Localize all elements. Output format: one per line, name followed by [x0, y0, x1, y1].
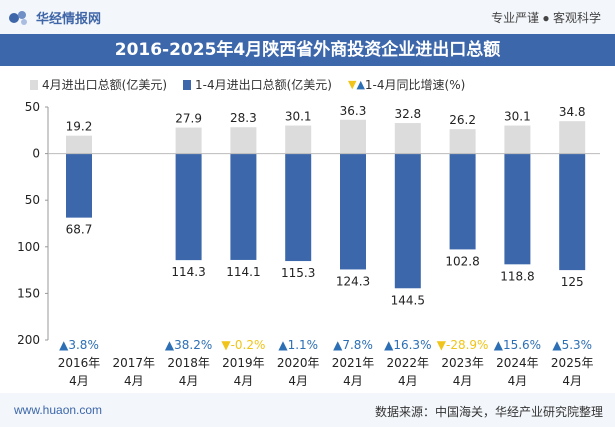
bar-april [394, 123, 421, 154]
y-tick-label: 150 [17, 286, 40, 300]
category-label-month: 4月 [179, 374, 199, 388]
category-label-year: 2020年 [277, 356, 320, 370]
bar-cumulative [66, 153, 92, 218]
data-label-cumulative: 115.3 [281, 266, 315, 280]
data-label-cumulative: 102.8 [445, 254, 479, 268]
category-label-year: 2019年 [222, 356, 265, 370]
data-label-cumulative: 68.7 [66, 223, 93, 237]
legend-swatch-cumulative [183, 79, 191, 90]
data-label-april: 36.3 [340, 104, 367, 118]
bar-cumulative [340, 153, 366, 270]
legend-item-yoy: ▼ ▲ 1-4月同比增速(%) [348, 76, 465, 93]
yoy-label: ▼-0.2% [221, 338, 265, 352]
bar-cumulative [175, 153, 202, 261]
footer: www.huaon.com 数据来源：中国海关，华经产业研究院整理 [0, 393, 615, 427]
bar-april [285, 125, 312, 154]
data-label-april: 26.2 [449, 113, 476, 127]
legend-label-april: 4月进出口总额(亿美元) [42, 78, 167, 92]
logo[interactable]: 华经情报网 [8, 8, 101, 27]
bar-april [230, 127, 257, 154]
up-triangle-icon: ▲ [356, 78, 365, 91]
legend-item-cumulative: 1-4月进出口总额(亿美元) [183, 76, 332, 93]
bar-cumulative [449, 153, 476, 250]
yoy-label: ▲7.8% [333, 338, 373, 352]
y-tick-label: 200 [17, 333, 40, 347]
legend-item-april: 4月进出口总额(亿美元) [30, 76, 167, 93]
category-label-month: 4月 [234, 374, 254, 388]
category-label-year: 2018年 [167, 356, 210, 370]
bar-april [559, 121, 586, 154]
yoy-label: ▼-28.9% [437, 338, 489, 352]
category-label-month: 4月 [453, 374, 473, 388]
chart-legend: 4月进出口总额(亿美元) 1-4月进出口总额(亿美元) ▼ ▲ 1-4月同比增速… [30, 76, 481, 93]
top-bar: 华经情报网 专业严谨 ● 客观科学 [0, 0, 615, 34]
category-label-month: 4月 [562, 374, 582, 388]
footer-website[interactable]: www.huaon.com [14, 403, 103, 417]
bar-april [175, 127, 202, 154]
category-label-year: 2021年 [332, 356, 375, 370]
data-label-cumulative: 114.1 [226, 265, 260, 279]
data-label-april: 28.3 [230, 111, 257, 125]
category-label-month: 4月 [398, 374, 418, 388]
title-bar: 2016-2025年4月陕西省外商投资企业进出口总额 [0, 34, 615, 66]
data-label-april: 27.9 [175, 112, 202, 126]
bar-april [504, 125, 531, 154]
logo-text: 华经情报网 [36, 11, 102, 26]
bar-april [340, 119, 366, 154]
bar-april [66, 135, 92, 154]
category-label-month: 4月 [124, 374, 144, 388]
category-label-year: 2016年 [58, 356, 101, 370]
bar-cumulative [394, 153, 421, 289]
data-label-april: 32.8 [394, 107, 421, 121]
y-tick-label: 100 [17, 240, 40, 254]
yoy-label: ▲5.3% [552, 338, 592, 352]
y-tick-label: 50 [25, 193, 40, 207]
legend-label-cumulative: 1-4月进出口总额(亿美元) [195, 78, 332, 92]
legend-swatch-april [30, 79, 38, 90]
category-label-year: 2017年 [113, 356, 156, 370]
bar-cumulative [559, 153, 586, 271]
bar-cumulative [230, 153, 257, 260]
bar-cumulative [285, 153, 312, 262]
data-label-april: 30.1 [504, 110, 531, 124]
data-label-cumulative: 124.3 [336, 274, 370, 288]
data-label-april: 19.2 [66, 120, 93, 134]
data-label-cumulative: 144.5 [391, 293, 425, 307]
category-label-month: 4月 [508, 374, 528, 388]
category-label-year: 2025年 [551, 356, 594, 370]
footer-source: 数据来源：中国海关，华经产业研究院整理 [374, 405, 603, 419]
data-label-april: 30.1 [285, 110, 312, 124]
data-label-cumulative: 125 [561, 275, 584, 289]
y-tick-label: 0 [32, 147, 40, 161]
yoy-label: ▲1.1% [278, 338, 318, 352]
category-label-year: 2023年 [441, 356, 484, 370]
down-triangle-icon: ▼ [347, 78, 357, 91]
yoy-label: ▲15.6% [494, 338, 541, 352]
data-label-cumulative: 114.3 [171, 265, 205, 279]
data-label-april: 34.8 [559, 105, 586, 119]
tagline: 专业严谨 ● 客观科学 [491, 11, 601, 25]
y-tick-label: 50 [25, 100, 40, 114]
bar-cumulative [504, 153, 531, 265]
yoy-label: ▲16.3% [384, 338, 431, 352]
bar-april [449, 129, 476, 154]
legend-label-yoy: 1-4月同比增速(%) [364, 78, 466, 92]
category-label-year: 2024年 [496, 356, 539, 370]
chart-canvas: 50 0 50 100 150 200 19.2 68.7 ▲3.8% 2016年 4月 2017年 4… [17, 100, 600, 388]
yoy-label: ▲3.8% [59, 338, 99, 352]
logo-icon [8, 9, 30, 27]
yoy-label: ▲38.2% [165, 338, 212, 352]
category-label-month: 4月 [69, 374, 89, 388]
chart-title: 2016-2025年4月陕西省外商投资企业进出口总额 [114, 40, 501, 60]
category-label-month: 4月 [343, 374, 363, 388]
category-label-year: 2022年 [387, 356, 430, 370]
category-label-month: 4月 [288, 374, 308, 388]
data-label-cumulative: 118.8 [500, 269, 534, 283]
